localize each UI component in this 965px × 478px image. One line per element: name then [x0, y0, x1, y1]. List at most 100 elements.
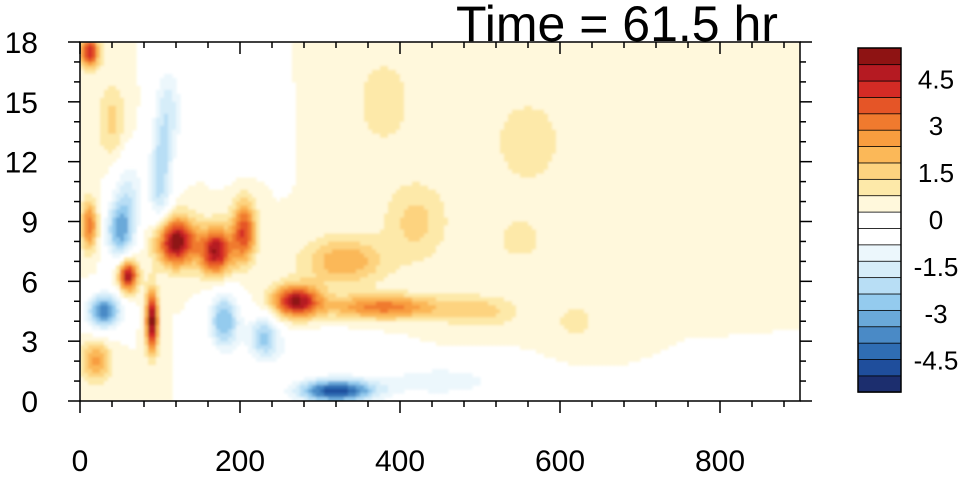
heatmap-cell	[596, 129, 601, 135]
heatmap-cell	[376, 77, 381, 83]
heatmap-cell	[452, 117, 457, 123]
heatmap-cell	[784, 153, 789, 159]
heatmap-cell	[392, 65, 397, 71]
heatmap-cell	[748, 89, 753, 95]
heatmap-cell	[648, 85, 653, 91]
heatmap-cell	[156, 145, 161, 151]
heatmap-cell	[364, 77, 369, 83]
heatmap-cell	[96, 121, 101, 127]
heatmap-cell	[632, 73, 637, 79]
heatmap-cell	[172, 117, 177, 123]
heatmap-cell	[608, 169, 613, 175]
heatmap-cell	[516, 141, 521, 147]
heatmap-cell	[796, 61, 800, 67]
heatmap-cell	[96, 161, 101, 167]
heatmap-cell	[744, 57, 749, 63]
heatmap-cell	[680, 85, 685, 91]
heatmap-cell	[604, 97, 609, 103]
heatmap-cell	[464, 105, 469, 111]
heatmap-cell	[776, 117, 781, 123]
heatmap-cell	[516, 49, 521, 55]
heatmap-cell	[596, 121, 601, 127]
heatmap-cell	[640, 49, 645, 55]
heatmap-cell	[168, 141, 173, 147]
heatmap-cell	[740, 121, 745, 127]
heatmap-cell	[436, 161, 441, 167]
heatmap-cell	[588, 57, 593, 63]
heatmap-cell	[400, 161, 405, 167]
heatmap-cell	[576, 65, 581, 71]
heatmap-cell	[692, 61, 697, 67]
heatmap-cell	[356, 153, 361, 159]
heatmap-cell	[468, 165, 473, 171]
heatmap-cell	[664, 101, 669, 107]
heatmap-cell	[424, 73, 429, 79]
heatmap-cell	[752, 89, 757, 95]
heatmap-cell	[696, 93, 701, 99]
heatmap-cell	[352, 141, 357, 147]
heatmap-cell	[356, 133, 361, 139]
heatmap-cell	[112, 137, 117, 143]
heatmap-cell	[740, 49, 745, 55]
heatmap-cell	[432, 113, 437, 119]
heatmap-cell	[424, 97, 429, 103]
heatmap-cell	[744, 65, 749, 71]
heatmap-cell	[732, 125, 737, 131]
heatmap-cell	[588, 81, 593, 87]
heatmap-cell	[304, 105, 309, 111]
heatmap-cell	[704, 81, 709, 87]
heatmap-cell	[796, 93, 800, 99]
heatmap-cell	[308, 177, 313, 183]
heatmap-cell	[536, 173, 541, 179]
heatmap-cell	[476, 81, 481, 87]
heatmap-cell	[676, 69, 681, 75]
heatmap-cell	[572, 113, 577, 119]
heatmap-cell	[628, 69, 633, 75]
heatmap-cell	[376, 45, 381, 51]
heatmap-cell	[516, 57, 521, 63]
heatmap-cell	[536, 145, 541, 151]
heatmap-cell	[736, 61, 741, 67]
heatmap-cell	[376, 169, 381, 175]
heatmap-cell	[80, 105, 85, 111]
heatmap-cell	[712, 121, 717, 127]
heatmap-cell	[564, 113, 569, 119]
heatmap-cell	[444, 77, 449, 83]
heatmap-cell	[84, 65, 89, 71]
heatmap-cell	[576, 97, 581, 103]
heatmap-cell	[572, 105, 577, 111]
heatmap-cell	[408, 49, 413, 55]
heatmap-cell	[136, 97, 141, 103]
heatmap-cell	[308, 121, 313, 127]
heatmap-cell	[732, 109, 737, 115]
heatmap-cell	[92, 173, 97, 179]
heatmap-cell	[368, 177, 373, 183]
heatmap-cell	[600, 42, 605, 47]
heatmap-cell	[756, 73, 761, 79]
heatmap-cell	[724, 77, 729, 83]
heatmap-cell	[496, 157, 501, 163]
heatmap-cell	[772, 42, 777, 47]
heatmap-cell	[328, 177, 333, 183]
heatmap-cell	[176, 129, 181, 135]
heatmap-cell	[308, 173, 313, 179]
heatmap-cell	[104, 109, 109, 115]
heatmap-cell	[740, 173, 745, 179]
heatmap-cell	[560, 57, 565, 63]
heatmap-cell	[756, 42, 761, 47]
heatmap-cell	[588, 77, 593, 83]
heatmap-cell	[628, 97, 633, 103]
heatmap-cell	[676, 93, 681, 99]
heatmap-cell	[468, 169, 473, 175]
heatmap-cell	[700, 109, 705, 115]
heatmap-cell	[444, 141, 449, 147]
heatmap-cell	[620, 169, 625, 175]
heatmap-cell	[520, 42, 525, 47]
heatmap-cell	[328, 101, 333, 107]
heatmap-cell	[596, 105, 601, 111]
heatmap-cell	[308, 113, 313, 119]
heatmap-cell	[364, 101, 369, 107]
heatmap-cell	[404, 161, 409, 167]
heatmap-cell	[432, 165, 437, 171]
heatmap-cell	[524, 49, 529, 55]
